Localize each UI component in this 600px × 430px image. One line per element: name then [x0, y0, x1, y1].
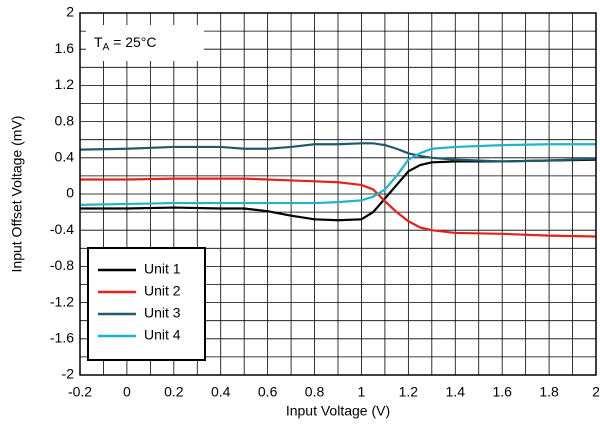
x-tick-label: 1.6: [492, 384, 512, 400]
y-tick-label: -1.2: [50, 293, 74, 309]
y-tick-label: -0.8: [50, 257, 74, 273]
y-tick-label: 1.6: [55, 40, 75, 56]
x-tick-label: 2: [592, 384, 600, 400]
series-line: [79, 143, 596, 206]
y-tick-label: 0.8: [55, 112, 75, 128]
annotation-main: T: [94, 34, 103, 50]
x-tick-label: 0.2: [164, 384, 184, 400]
y-tick-label: 0.4: [55, 149, 75, 165]
x-tick-label: 0: [123, 384, 131, 400]
y-tick-label: 1.2: [55, 76, 75, 92]
x-tick-label: 1: [358, 384, 366, 400]
annotation-rest: = 25°C: [109, 34, 156, 50]
series-line: [80, 177, 597, 238]
plot-border: [79, 12, 597, 376]
y-tick-label: 2: [66, 4, 74, 20]
annotation-sub: A: [103, 42, 110, 53]
x-tick-label: 0.6: [258, 384, 278, 400]
legend-label: Unit 4: [144, 327, 181, 343]
x-axis-label: Input Voltage (V): [286, 403, 390, 419]
legend-label: Unit 2: [144, 283, 181, 299]
x-tick-label: 1.4: [446, 384, 466, 400]
y-tick-label: -1.6: [50, 330, 74, 346]
x-tick-label: 1.8: [539, 384, 559, 400]
x-tick-label: 1.2: [399, 384, 419, 400]
x-tick-label: -0.2: [68, 384, 92, 400]
annotation-box: [86, 25, 204, 61]
x-tick-label: 0.8: [305, 384, 325, 400]
legend-label: Unit 3: [144, 305, 181, 321]
y-tick-label: -2: [62, 366, 75, 382]
y-tick-label: 0: [66, 185, 74, 201]
legend-label: Unit 1: [144, 261, 181, 277]
y-tick-label: -0.4: [50, 221, 74, 237]
series-line: [80, 158, 597, 222]
annotation: TA = 25°C: [94, 34, 156, 53]
y-axis-label: Input Offset Voltage (mV): [9, 116, 25, 273]
legend-box: [87, 247, 206, 361]
x-tick-label: 0.4: [211, 384, 231, 400]
series-line: [79, 142, 597, 163]
